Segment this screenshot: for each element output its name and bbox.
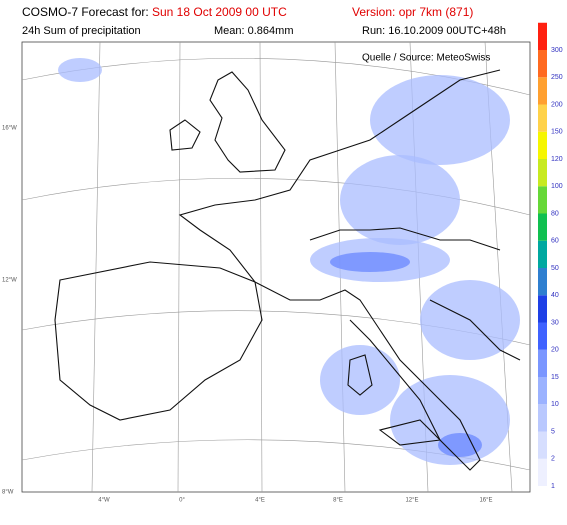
lat-label: 8°W — [2, 490, 14, 496]
color-swatch — [538, 349, 547, 377]
level-label: 120 — [551, 156, 563, 163]
lon-label: 16°E — [479, 498, 492, 504]
lon-label: 8°E — [333, 498, 343, 504]
color-swatch — [538, 186, 547, 214]
source: Quelle / Source: MeteoSwiss — [362, 53, 490, 64]
level-label: 80 — [551, 210, 559, 217]
color-swatch — [538, 131, 547, 159]
level-label: 300 — [551, 47, 563, 54]
forecast-date: Sun 18 Oct 2009 00 UTC — [152, 5, 287, 19]
color-swatch — [538, 295, 547, 323]
color-swatch — [538, 213, 547, 241]
level-label: 5 — [551, 428, 555, 435]
level-label: 40 — [551, 292, 559, 299]
lon-label: 0° — [179, 498, 185, 504]
color-swatch — [538, 104, 547, 132]
level-label: 150 — [551, 129, 563, 136]
lon-label: 12°E — [405, 498, 418, 504]
color-swatch — [538, 240, 547, 268]
bottom-labels: 4°W 0° 4°E 8°E 12°E 16°E — [98, 498, 492, 504]
color-swatch — [538, 268, 547, 296]
level-label: 30 — [551, 319, 559, 326]
lat-label: 12°W — [2, 278, 17, 284]
level-label: 100 — [551, 183, 563, 190]
level-label: 10 — [551, 401, 559, 408]
run: Run: 16.10.2009 00UTC+48h — [362, 25, 506, 37]
lon-label: 4°E — [255, 498, 265, 504]
color-swatch — [538, 404, 547, 432]
level-label: 20 — [551, 347, 559, 354]
colorbar: 1 2 5 10 15 20 30 40 50 60 80 100 120 150 200 250 300 — [538, 22, 563, 490]
left-labels: 16°W 12°W 8°W — [2, 126, 17, 496]
level-label: 50 — [551, 265, 559, 272]
color-swatch — [538, 322, 547, 350]
level-label: 15 — [551, 374, 559, 381]
map-area — [21, 41, 531, 493]
lon-label: 4°W — [98, 498, 110, 504]
level-label: 200 — [551, 101, 563, 108]
level-label: 60 — [551, 238, 559, 245]
level-label: 250 — [551, 74, 563, 81]
level-label: 2 — [551, 456, 555, 463]
lat-label: 16°W — [2, 126, 17, 132]
color-swatch — [538, 431, 547, 459]
version: Version: opr 7km (871) — [352, 5, 473, 19]
product: 24h Sum of precipitation — [22, 25, 141, 37]
color-swatch — [538, 77, 547, 105]
mean: Mean: 0.864mm — [214, 25, 293, 37]
level-label: 1 — [551, 483, 555, 490]
color-swatch — [538, 458, 547, 486]
color-swatch — [538, 22, 547, 50]
title-prefix: COSMO-7 Forecast for: — [22, 5, 149, 19]
color-swatch — [538, 159, 547, 187]
color-swatch — [538, 377, 547, 405]
color-swatch — [538, 50, 547, 78]
